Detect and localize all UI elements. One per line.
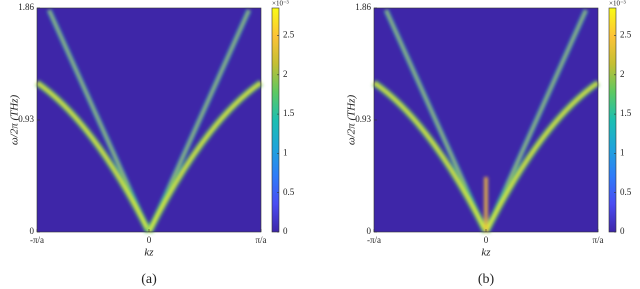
colorbar: [271, 7, 280, 233]
colorbar-tick-label: 2: [620, 69, 625, 79]
colorbar-tick-label: 0: [283, 226, 288, 236]
y-tick-label: 1.86: [355, 2, 371, 12]
colorbar-tick-label: 2.5: [283, 30, 295, 40]
x-tick-label: π/a: [255, 235, 266, 245]
lower-branch-core: [373, 81, 487, 233]
colorbar-tick-label: 0.5: [283, 187, 295, 197]
x-axis-label: kz: [144, 247, 154, 259]
y-tick-label: 0.93: [355, 114, 371, 124]
x-axis-label: kz: [481, 247, 491, 259]
lower-branch-core: [36, 81, 150, 233]
y-tick-label: 1.86: [18, 2, 34, 12]
plot-area: [37, 8, 261, 232]
spectral-bands: [372, 8, 600, 234]
colorbar-tick-label: 1: [620, 147, 625, 157]
y-tick-label: 0: [367, 226, 372, 236]
colorbar-tick-label: 2.5: [620, 30, 632, 40]
x-tick-label: π/a: [592, 235, 603, 245]
colorbar-tick-label: 0: [620, 226, 625, 236]
spectral-bands: [35, 8, 263, 234]
colorbar-exponent: ×10⁻³: [609, 0, 626, 8]
lower-branch-core: [485, 81, 599, 233]
colorbar-tick-label: 1.5: [620, 108, 632, 118]
colorbar-tick-label: 1.5: [283, 108, 295, 118]
x-tick-label: -π/a: [367, 235, 381, 245]
colorbar-tick-label: 1: [283, 147, 288, 157]
caption: (a): [141, 272, 157, 287]
colorbar-exponent: ×10⁻³: [272, 0, 289, 8]
x-tick-label: 0: [484, 235, 489, 245]
colorbar-tick-label: 2: [283, 69, 288, 79]
lower-branch-core: [148, 81, 262, 233]
y-tick-label: 0.93: [18, 114, 34, 124]
y-tick-label: 0: [30, 226, 35, 236]
y-axis-label: ω/2π (THz): [9, 95, 21, 146]
colorbar-tick-label: 0.5: [620, 187, 632, 197]
x-tick-label: -π/a: [30, 235, 44, 245]
x-tick-label: 0: [147, 235, 152, 245]
caption: (b): [478, 272, 495, 287]
origin-spike: [484, 177, 488, 232]
colorbar: [608, 7, 617, 233]
y-axis-label: ω/2π (THz): [346, 95, 358, 146]
